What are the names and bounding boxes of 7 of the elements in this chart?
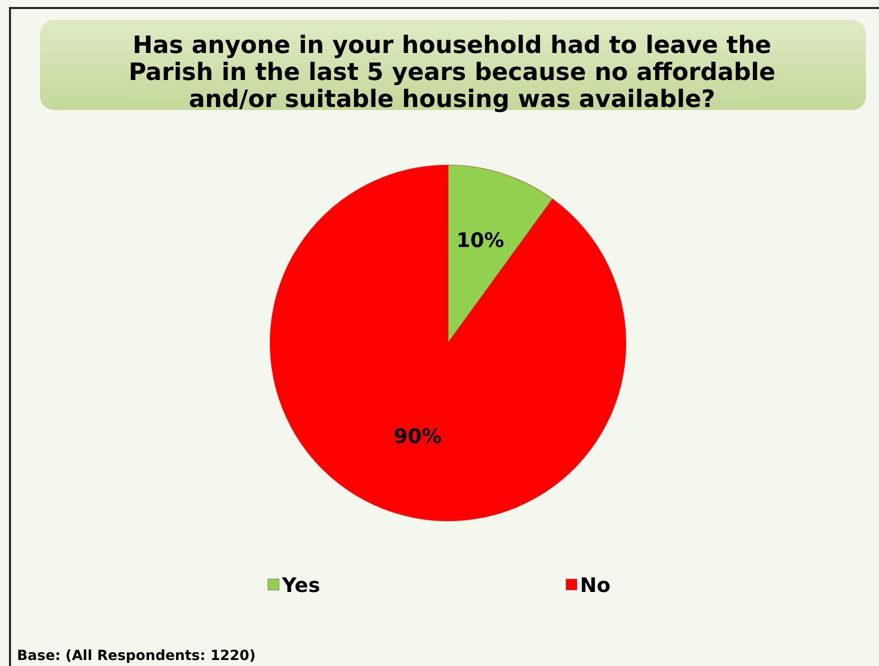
text: Base: (All Respondents: 1220) (17, 648, 256, 664)
pie-slice (270, 164, 626, 522)
chart-title: Has anyone in your household had to leave the Parish in the last 5 years because no affordable and/or suitable housing was available? (128, 31, 776, 113)
legend-label: Yes (281, 573, 320, 597)
data-label: 90% (394, 424, 442, 448)
data-label: 10% (456, 228, 504, 252)
legend-label: No (580, 573, 610, 597)
